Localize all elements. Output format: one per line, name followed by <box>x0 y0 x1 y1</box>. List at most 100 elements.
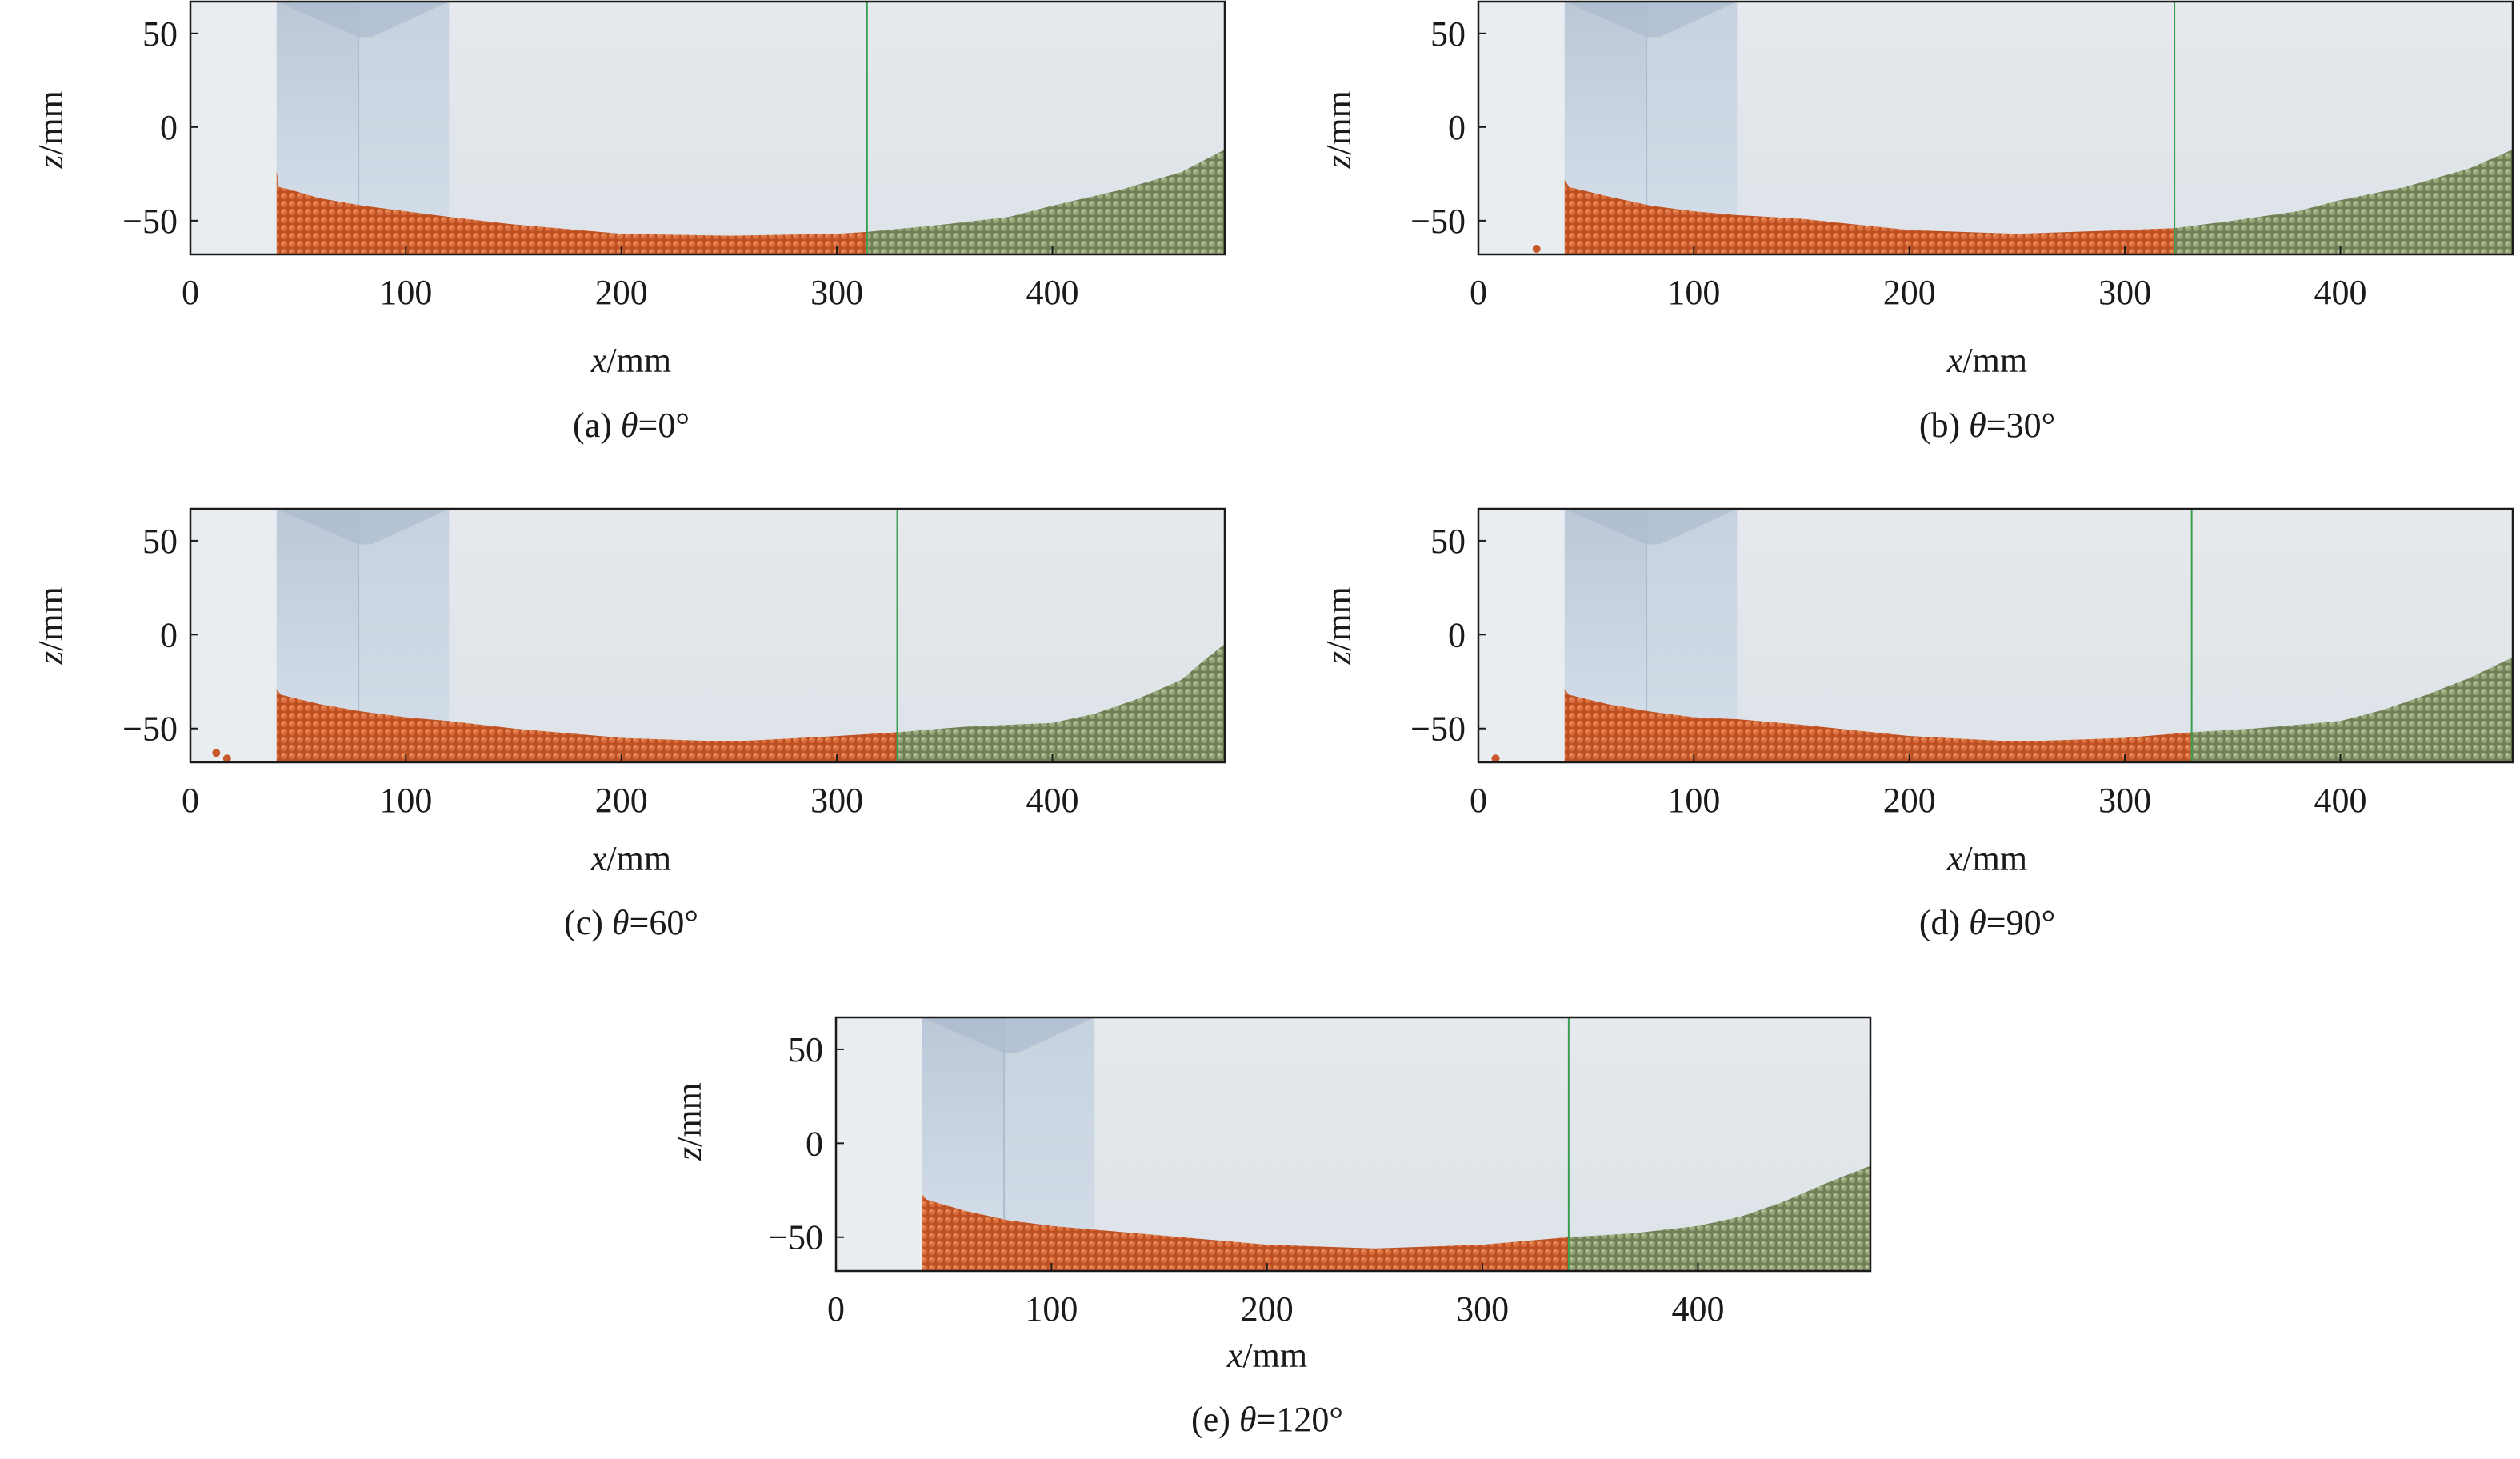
panel-c-caption: (c) θ=60° <box>564 903 698 942</box>
panel-a-xtick-label-400: 400 <box>1026 273 1079 312</box>
panel-d-ytick-label-0: 0 <box>1448 615 1466 654</box>
panel-b-nozzle <box>1564 2 1738 38</box>
panel-e-caption: (e) θ=120° <box>1191 1400 1343 1439</box>
panel-a-xtick-label-200: 200 <box>595 273 648 312</box>
panel-a-x-axis-label: x/mm <box>590 341 671 380</box>
panel-a-frame <box>189 0 1226 256</box>
panel-d-xtick-label-400: 400 <box>2314 781 2367 820</box>
panel-b-xtick-label-400: 400 <box>2314 273 2367 312</box>
panel-a-green-particles <box>866 149 1225 254</box>
panel-e-x-axis-label: x/mm <box>1226 1336 1307 1375</box>
panel-e-nozzle <box>922 1017 1095 1053</box>
panel-d-xtick-label-300: 300 <box>2098 781 2151 820</box>
panel-b-x-axis-label: x/mm <box>1946 341 2027 380</box>
panel-e-xtick-label-400: 400 <box>1672 1289 1725 1329</box>
panel-a-ytick-label-50: 50 <box>142 14 178 54</box>
panel-c-y-axis-label: z/mm <box>31 586 70 666</box>
panel-c-xtick-label-0: 0 <box>182 781 199 820</box>
panel-a-xtick-label-100: 100 <box>379 273 432 312</box>
panel-d-ytick-label-50: 50 <box>1430 522 1466 561</box>
panel-d-stray-particle-0 <box>1491 754 1500 762</box>
panel-e-plot-area <box>836 1017 1870 1271</box>
panel-b-xtick-label-0: 0 <box>1470 273 1487 312</box>
panel-d-green-particles <box>2191 657 2513 762</box>
panel-d-y-axis-label: z/mm <box>1319 586 1358 666</box>
panel-d-nozzle <box>1564 509 1738 545</box>
panel-c-green-particles <box>897 644 1225 762</box>
panel-c-ytick-label-0: 0 <box>160 615 178 654</box>
panel-a-plot-area <box>190 2 1225 254</box>
panel-a-caption: (a) θ=0° <box>573 406 690 445</box>
panel-b-plot-area <box>1478 2 2513 254</box>
panel-d-orange-particles <box>1564 689 2192 762</box>
panel-a-xtick-label-300: 300 <box>810 273 863 312</box>
panel-d-xtick-label-200: 200 <box>1883 781 1936 820</box>
panel-d-frame <box>1477 507 2514 764</box>
panel-a-ytick-label-0: 0 <box>160 108 178 147</box>
panel-a-xtick-label-0: 0 <box>182 273 199 312</box>
panel-e-xtick-label-0: 0 <box>827 1289 845 1329</box>
panel-d-caption: (d) θ=90° <box>1919 903 2055 942</box>
panel-b-ytick-label--50: −50 <box>1410 202 1466 241</box>
panel-a-left-zone <box>190 2 277 254</box>
panel-c-stray-particle-0 <box>212 749 221 757</box>
panel-b-caption: (b) θ=30° <box>1919 406 2055 445</box>
panel-a-y-axis-label: z/mm <box>31 90 70 170</box>
panel-d-ytick-label--50: −50 <box>1410 710 1466 749</box>
panel-c-xtick-label-200: 200 <box>595 781 648 820</box>
panel-e-ytick-label-0: 0 <box>806 1124 823 1163</box>
panel-b-ytick-label-50: 50 <box>1430 14 1466 54</box>
panel-c-stray-particle-1 <box>222 754 231 762</box>
panel-c-nozzle <box>276 509 450 545</box>
panel-d-xtick-label-100: 100 <box>1667 781 1720 820</box>
panel-c-plot-area <box>190 509 1225 762</box>
panel-c-left-zone <box>190 509 277 762</box>
panel-e-left-zone <box>836 1017 922 1271</box>
panel-c-xtick-label-400: 400 <box>1026 781 1079 820</box>
panel-b-stray-particle-0 <box>1532 244 1541 253</box>
panel-b-xtick-label-300: 300 <box>2098 273 2151 312</box>
panel-b-xtick-label-100: 100 <box>1667 273 1720 312</box>
panel-d-xtick-label-0: 0 <box>1470 781 1487 820</box>
panel-c-x-axis-label: x/mm <box>590 839 671 878</box>
panel-c-xtick-label-300: 300 <box>810 781 863 820</box>
panel-e-y-axis-label: z/mm <box>670 1082 709 1161</box>
panel-c-frame <box>189 507 1226 764</box>
panel-e-green-particles <box>1568 1165 1870 1271</box>
panel-a-ytick-label--50: −50 <box>122 202 178 241</box>
panel-b-frame <box>1477 0 2514 256</box>
panel-c-ytick-label-50: 50 <box>142 522 178 561</box>
panel-b-y-axis-label: z/mm <box>1319 90 1358 170</box>
panel-b-green-particles <box>2174 149 2513 254</box>
panel-b-orange-particles <box>1564 179 2175 254</box>
panel-d-x-axis-label: x/mm <box>1946 839 2027 878</box>
panel-e-frame <box>834 1016 1872 1273</box>
panel-e-xtick-label-100: 100 <box>1025 1289 1078 1329</box>
panel-b-left-zone <box>1478 2 1565 254</box>
panel-e-ytick-label-50: 50 <box>788 1030 823 1069</box>
panel-e-orange-particles <box>922 1193 1569 1271</box>
panel-c-ytick-label--50: −50 <box>122 710 178 749</box>
panel-e-xtick-label-200: 200 <box>1241 1289 1294 1329</box>
panel-c-orange-particles <box>276 689 898 762</box>
panel-b-xtick-label-200: 200 <box>1883 273 1936 312</box>
panel-d-plot-area <box>1478 509 2513 762</box>
panel-a-nozzle <box>276 2 450 38</box>
panel-b-ytick-label-0: 0 <box>1448 108 1466 147</box>
panel-e-ytick-label--50: −50 <box>768 1218 823 1257</box>
panel-c-xtick-label-100: 100 <box>379 781 432 820</box>
panel-e-xtick-label-300: 300 <box>1456 1289 1509 1329</box>
panel-d-left-zone <box>1478 509 1565 762</box>
panel-a-orange-particles <box>276 170 867 254</box>
